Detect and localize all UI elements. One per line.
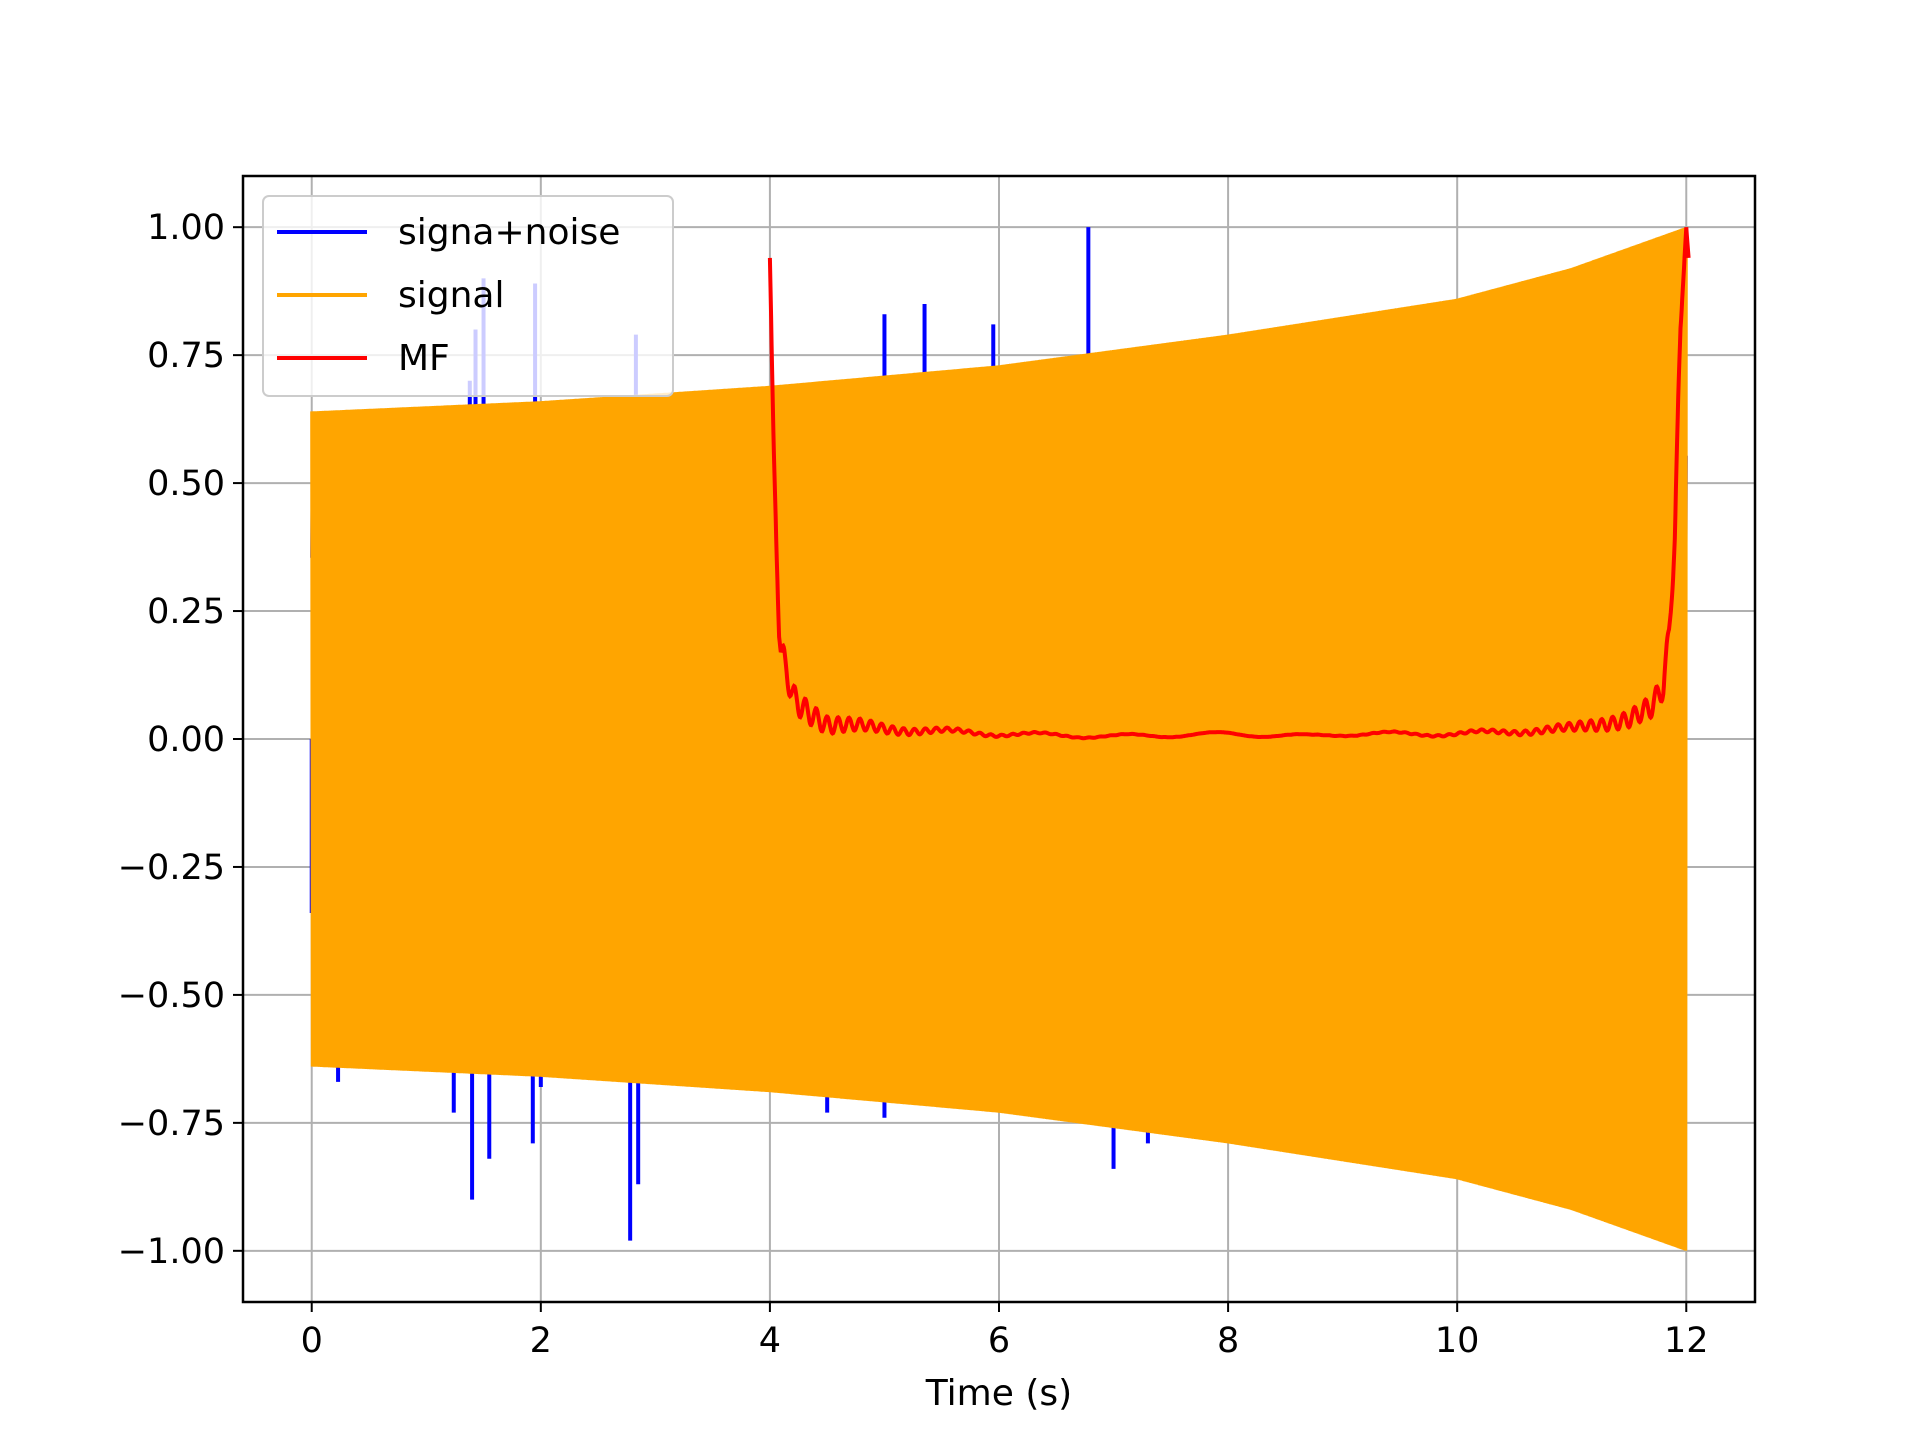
legend-label: MF (398, 338, 450, 379)
x-tick-label: 0 (301, 1321, 323, 1361)
y-tick-label: 0.75 (147, 336, 225, 376)
legend-label: signa+noise (398, 212, 620, 253)
x-axis-label: Time (s) (925, 1373, 1072, 1414)
ticks: 0 2 4 6 8 10 12 1.00 0.75 0.50 0.25 0.00 −0.25 −0.50 −… (118, 208, 1709, 1361)
y-tick-label: −0.25 (118, 848, 225, 888)
x-tick-label: 6 (988, 1321, 1010, 1361)
x-tick-label: 2 (530, 1321, 552, 1361)
series-signal-line (310, 227, 1688, 1251)
y-tick-label: 1.00 (147, 208, 225, 248)
legend-label: signal (398, 275, 505, 316)
y-tick-label: 0.25 (147, 592, 225, 632)
x-tick-label: 8 (1217, 1321, 1239, 1361)
y-tick-label: −0.50 (118, 976, 225, 1016)
x-tick-label: 10 (1435, 1321, 1480, 1361)
x-tick-label: 12 (1664, 1321, 1709, 1361)
y-tick-label: 0.00 (147, 720, 225, 760)
x-tick-label: 4 (759, 1321, 781, 1361)
legend: signa+noise signal MF (262, 195, 674, 397)
legend-box (262, 195, 674, 397)
y-tick-label: −0.75 (118, 1104, 225, 1144)
y-tick-label: 0.50 (147, 464, 225, 504)
y-tick-label: −1.00 (118, 1232, 225, 1272)
series-mf-line (767, 227, 1691, 741)
